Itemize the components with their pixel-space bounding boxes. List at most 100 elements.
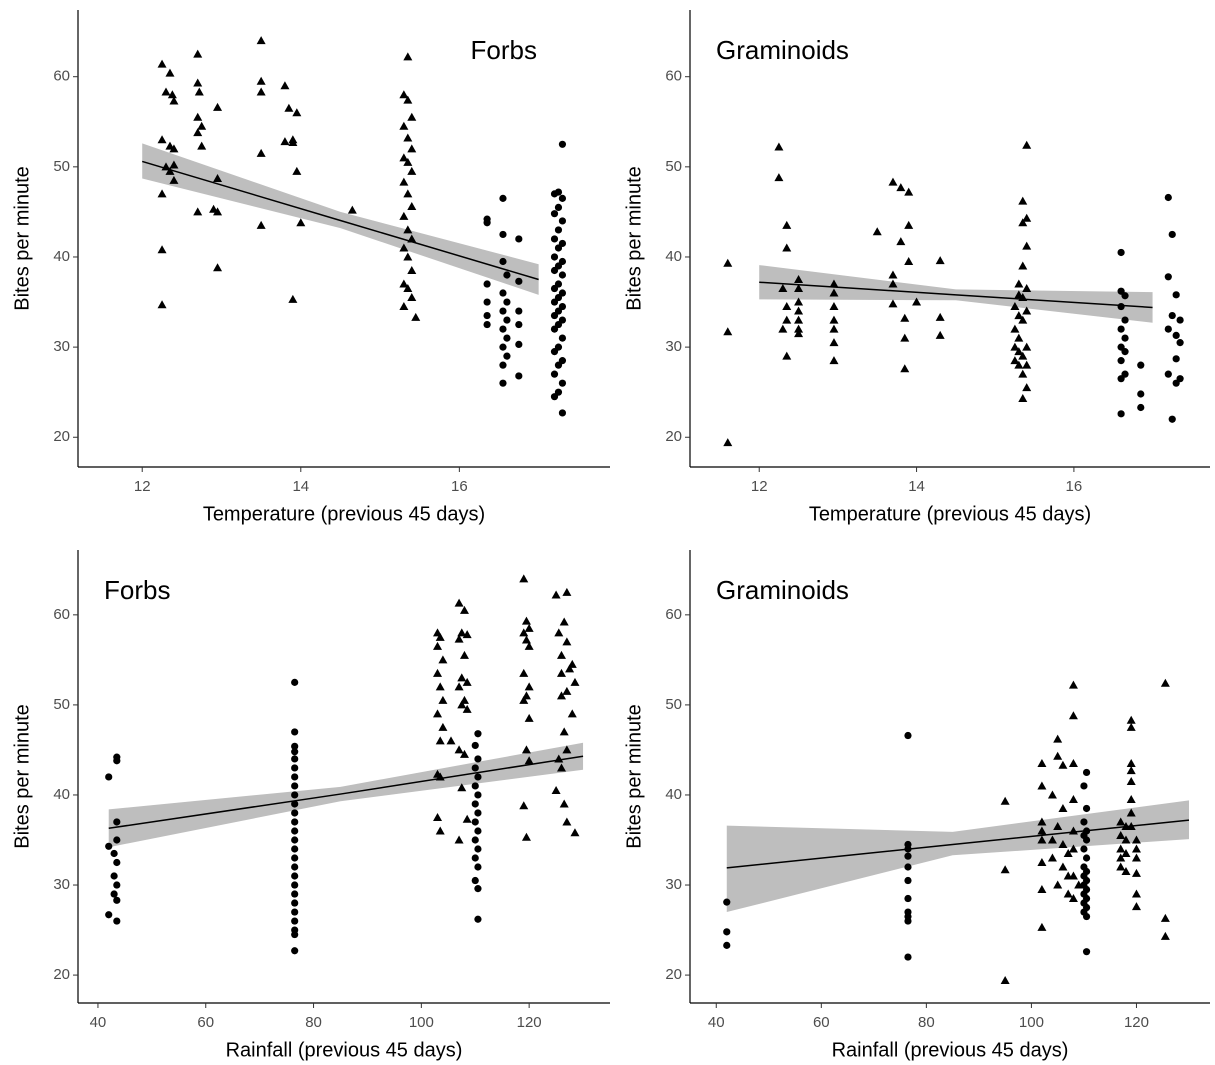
triangle-point [213,102,223,111]
triangle-point [1018,369,1028,378]
triangle-point [193,49,203,58]
triangle-point [1131,844,1141,853]
triangle-point [167,90,177,99]
triangle-point [433,668,443,677]
panel-title: Forbs [104,575,170,605]
triangle-point [1131,868,1141,877]
circle-point [471,764,479,772]
triangle-point [288,138,298,147]
triangle-point [1116,817,1126,826]
triangle-point [411,312,421,321]
circle-point [499,325,507,333]
circle-point [474,845,482,853]
triangle-point [1022,383,1032,392]
triangle-point [1014,279,1024,288]
triangle-point [1014,333,1024,342]
circle-point [503,271,511,279]
fit-line [726,819,1190,869]
circle-point [1164,325,1172,333]
circle-point [550,325,559,333]
circle-point [1164,370,1172,378]
x-tick-label: 100 [1019,1014,1044,1031]
triangle-point [1131,835,1141,844]
circle-point [1121,316,1129,324]
x-tick-label: 12 [751,478,768,495]
circle-point [1172,379,1180,387]
triangle-point [407,265,417,274]
circle-point [474,809,482,817]
triangle-point [438,722,448,731]
circle-point [471,741,479,750]
triangle-point [521,635,531,644]
triangle-point [556,668,566,677]
triangle-point [1022,140,1032,149]
circle-point [291,809,299,817]
triangle-point [1126,808,1136,817]
circle-point [1164,273,1172,281]
triangle-point [457,673,467,682]
triangle-point [399,279,409,288]
triangle-point [556,650,566,659]
triangle-point [524,623,534,632]
circle-point [483,219,491,227]
triangle-point [256,220,266,229]
circle-point [474,915,482,923]
triangle-point [723,327,733,336]
triangle-point [169,175,179,184]
circle-point [1082,836,1091,844]
triangle-point [896,237,906,246]
triangle-point [1010,342,1020,351]
circle-point [558,217,567,225]
circle-point [904,953,912,961]
triangle-point [1131,853,1141,862]
y-tick-label: 60 [53,606,70,623]
triangle-point [888,279,898,288]
circle-point [1082,768,1091,777]
triangle-point [399,211,409,220]
triangle-point [794,329,804,338]
triangle-point [1126,722,1136,731]
circle-point [723,928,731,936]
x-tick-label: 120 [1124,1014,1149,1031]
triangle-point [904,220,914,229]
circle-point [291,890,299,898]
circle-point [1117,410,1125,418]
circle-point [499,230,507,239]
triangle-point [462,630,472,639]
circle-point [1080,782,1088,790]
circle-point [515,235,523,243]
circle-point [723,898,731,906]
triangle-point [459,749,469,758]
triangle-point [1010,324,1020,333]
triangle-point [407,293,417,302]
triangle-point [169,96,179,105]
circle-point [503,334,511,342]
triangle-point [438,695,448,704]
circle-point [483,280,491,288]
triangle-point [896,183,906,192]
triangle-point [562,637,572,646]
triangle-point [519,628,529,637]
x-tick-label: 80 [305,1014,322,1031]
triangle-point [570,677,580,686]
circle-point [723,941,731,949]
y-tick-label: 40 [665,786,682,803]
y-tick-label: 30 [665,338,682,355]
triangle-point [169,160,179,169]
triangle-point [157,135,167,144]
triangle-point [161,87,171,96]
triangle-point [347,205,357,214]
x-axis-label: Rainfall (previous 45 days) [832,1039,1069,1061]
triangle-point [1047,853,1057,862]
triangle-point [1037,781,1047,790]
triangle-point [256,76,266,85]
triangle-point [524,682,534,691]
circle-point [558,194,567,202]
y-tick-label: 50 [665,158,682,175]
triangle-point [403,252,413,261]
triangle-point [403,189,413,198]
triangle-point [1018,196,1028,205]
triangle-point [1058,760,1068,769]
circle-point [291,728,299,736]
